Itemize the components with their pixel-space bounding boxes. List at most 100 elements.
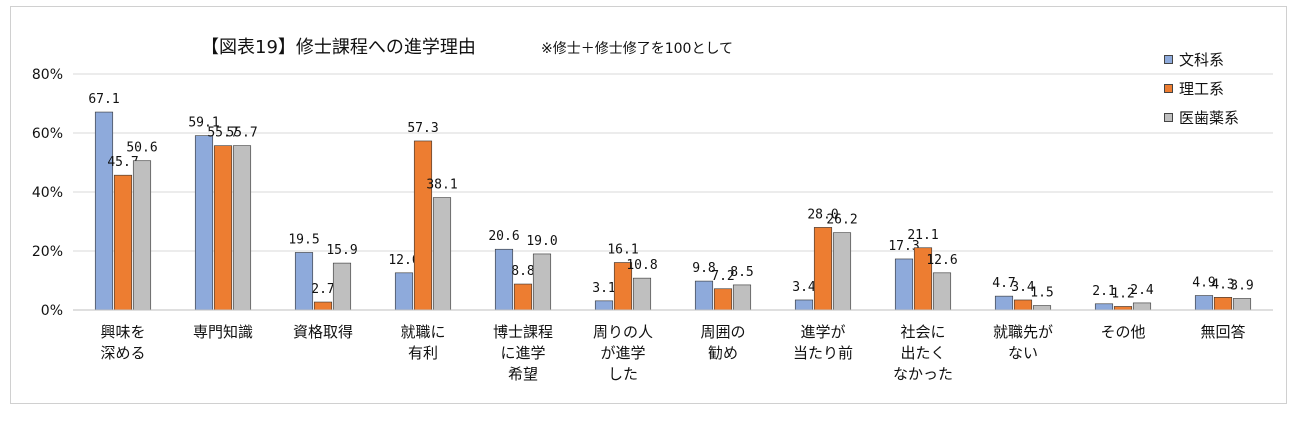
bar: [94, 111, 114, 311]
bar: [1194, 295, 1214, 311]
x-tick-label: 社会に: [900, 323, 945, 341]
x-tick-label: に進学: [500, 344, 545, 362]
data-label: 3.4: [1011, 280, 1035, 295]
y-tick-label: 80%: [32, 67, 63, 83]
x-tick-label: 進学が: [800, 323, 845, 341]
data-label: 20.6: [488, 229, 519, 244]
data-label: 3.1: [592, 281, 615, 296]
data-label: 28.0: [807, 207, 838, 222]
x-tick-label: その他: [1100, 323, 1145, 341]
data-label: 57.3: [407, 121, 438, 136]
x-tick-label: なかった: [893, 365, 953, 383]
bar: [1094, 303, 1114, 311]
bar: [394, 272, 414, 311]
bar: [113, 174, 133, 311]
legend-label: 文科系: [1179, 51, 1225, 69]
data-label: 2.1: [1092, 284, 1115, 299]
data-label: 4.7: [992, 276, 1015, 291]
x-tick-label: した: [608, 365, 638, 383]
legend-swatch: [1164, 55, 1173, 64]
bar: [1132, 302, 1152, 311]
bar: [713, 288, 733, 311]
chart-frame: 0% 20% 40% 60% 80% 67.1 45.7 50.6 興味を 深める 59.1 55.7…: [10, 6, 1287, 404]
bar: [994, 295, 1014, 311]
bar: [1213, 297, 1233, 311]
data-label: 12.6: [388, 253, 419, 268]
legend-item-riko: 理工系: [1164, 74, 1239, 103]
bar: [194, 135, 214, 311]
x-tick-label: 周囲の: [700, 323, 745, 341]
y-tick-label: 60%: [32, 126, 63, 142]
data-label: 2.4: [1130, 283, 1154, 298]
x-tick-label: 専門知識: [193, 323, 253, 341]
bar-chart: 0%20%40%60%80%67.145.750.6興味を深める59.155.7…: [32, 67, 1273, 383]
x-tick-label: 資格取得: [293, 323, 353, 341]
x-tick-label: 無回答: [1200, 323, 1245, 341]
chart-subtitle: ※修士＋修士修了を100として: [541, 41, 734, 57]
bar: [494, 248, 514, 311]
x-tick-label: 就職に: [400, 323, 445, 341]
data-label: 55.7: [226, 126, 257, 141]
bar: [1013, 299, 1033, 311]
legend-swatch: [1164, 113, 1173, 122]
bar: [1232, 298, 1252, 311]
data-label: 2.7: [311, 282, 334, 297]
data-label: 45.7: [107, 155, 138, 170]
data-label: 19.5: [288, 232, 319, 247]
x-tick-label: 博士課程: [493, 323, 553, 341]
data-label: 50.6: [126, 141, 157, 156]
x-tick-label: 周りの人: [593, 323, 653, 341]
legend-item-bunka: 文科系: [1164, 45, 1239, 74]
bar: [594, 300, 614, 311]
data-label: 10.8: [626, 258, 657, 273]
data-label: 1.2: [1111, 286, 1134, 301]
bar: [694, 280, 714, 311]
x-tick-label: 就職先が: [993, 323, 1053, 341]
data-label: 4.3: [1211, 277, 1234, 292]
data-label: 59.1: [188, 116, 219, 131]
data-label: 17.3: [888, 239, 919, 254]
bar: [894, 258, 914, 311]
x-tick-label: 興味を: [100, 323, 145, 341]
data-label: 55.7: [207, 126, 238, 141]
data-label: 12.6: [926, 253, 957, 268]
bar: [832, 232, 852, 311]
bar: [932, 272, 952, 311]
data-label: 9.8: [692, 261, 715, 276]
data-label: 1.5: [1030, 286, 1053, 301]
bar: [513, 283, 533, 311]
data-label: 8.8: [511, 264, 534, 279]
data-label: 21.1: [907, 228, 938, 243]
x-tick-label: 勧め: [708, 344, 738, 362]
data-label: 3.9: [1230, 278, 1253, 293]
legend-item-ishiyaku: 医歯薬系: [1164, 103, 1239, 132]
chart-title: 【図表19】修士課程への進学理由: [201, 37, 476, 58]
x-tick-label: 有利: [408, 344, 438, 362]
data-label: 4.9: [1192, 276, 1215, 291]
bar: [732, 284, 752, 311]
y-tick-label: 0%: [41, 303, 63, 319]
data-label: 8.5: [730, 265, 753, 280]
bar: [332, 262, 352, 311]
x-tick-label: が進学: [600, 344, 645, 362]
legend-swatch: [1164, 84, 1173, 93]
legend-label: 理工系: [1179, 80, 1225, 98]
y-tick-label: 40%: [32, 185, 63, 201]
legend-label: 医歯薬系: [1179, 109, 1240, 127]
bar: [232, 145, 252, 311]
x-tick-label: 当たり前: [793, 344, 853, 362]
x-tick-label: 希望: [508, 365, 538, 383]
bar: [432, 197, 452, 311]
data-label: 7.2: [711, 269, 734, 284]
data-label: 38.1: [426, 178, 457, 193]
x-tick-label: 深める: [100, 344, 145, 362]
data-label: 19.0: [526, 234, 557, 249]
bar: [294, 252, 314, 311]
bar: [132, 160, 152, 311]
bar: [213, 145, 233, 311]
data-label: 67.1: [88, 92, 119, 107]
data-label: 26.2: [826, 213, 857, 228]
chart-legend: 文科系 理工系 医歯薬系: [1164, 45, 1239, 132]
data-label: 15.9: [326, 243, 357, 258]
bar: [794, 299, 814, 311]
